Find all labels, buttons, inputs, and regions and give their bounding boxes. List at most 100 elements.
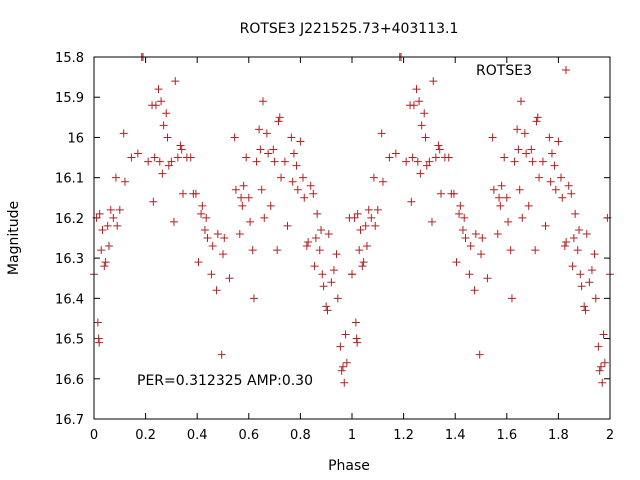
data-point	[352, 334, 361, 343]
data-point	[461, 234, 470, 242]
data-point	[127, 153, 136, 162]
data-point	[409, 101, 418, 110]
legend-plus-marker	[562, 66, 570, 74]
data-point	[219, 250, 227, 259]
data-point	[293, 185, 302, 194]
data-point	[528, 157, 537, 166]
data-point	[220, 234, 229, 242]
data-point	[98, 225, 107, 234]
data-point	[567, 189, 576, 198]
data-point	[269, 145, 278, 154]
data-point	[95, 209, 104, 218]
data-point	[212, 286, 221, 295]
data-point	[203, 234, 212, 242]
data-point	[244, 193, 253, 202]
data-point	[93, 318, 102, 327]
x-tick-label: 0.2	[135, 428, 156, 443]
data-point	[194, 258, 203, 267]
data-point	[149, 197, 158, 206]
data-point	[500, 153, 509, 162]
data-point	[420, 109, 429, 118]
data-point	[237, 193, 246, 202]
data-point	[355, 246, 364, 255]
data-point	[471, 229, 480, 238]
data-point	[274, 117, 283, 126]
data-point	[477, 250, 485, 259]
y-tick-label: 16.3	[55, 252, 84, 267]
data-point	[260, 213, 269, 222]
data-point	[342, 358, 351, 367]
data-point	[202, 213, 211, 222]
data-point	[225, 274, 234, 283]
data-point	[407, 197, 416, 206]
data-point	[591, 294, 600, 303]
data-point	[437, 189, 446, 198]
chart-title: ROTSE3 J221525.73+403113.1	[240, 21, 459, 37]
data-point	[167, 157, 176, 166]
data-point	[113, 221, 122, 230]
data-point	[507, 294, 516, 303]
data-points	[90, 53, 614, 387]
data-point	[545, 133, 554, 142]
x-tick-label: 0.4	[187, 428, 208, 443]
data-point	[319, 282, 328, 291]
data-point	[95, 338, 104, 347]
data-point	[109, 213, 118, 222]
data-point	[157, 97, 166, 106]
data-point	[155, 157, 164, 166]
data-point	[162, 109, 171, 118]
data-point	[154, 85, 163, 94]
data-point	[238, 201, 247, 210]
data-point	[571, 209, 580, 218]
y-tick-label: 16.2	[55, 212, 84, 227]
data-point	[288, 177, 297, 186]
data-point	[313, 209, 322, 218]
data-point	[522, 149, 531, 158]
data-point	[173, 153, 182, 162]
data-point	[377, 129, 386, 138]
data-point	[378, 177, 387, 186]
data-point	[217, 350, 226, 359]
data-point	[533, 113, 542, 122]
data-point	[444, 153, 453, 162]
data-point	[207, 270, 216, 279]
data-point	[315, 246, 324, 255]
data-point	[408, 153, 417, 162]
data-point	[177, 145, 186, 154]
data-point	[581, 306, 590, 315]
data-point	[340, 378, 349, 387]
data-point	[475, 350, 484, 359]
y-tick-label: 16.1	[55, 172, 84, 187]
data-point	[373, 205, 382, 214]
data-point	[103, 221, 112, 230]
data-point	[120, 177, 129, 186]
data-point	[179, 189, 188, 198]
data-point	[413, 157, 422, 166]
data-point	[518, 213, 527, 222]
data-point	[169, 217, 178, 226]
data-point	[171, 77, 180, 86]
data-point	[599, 330, 608, 339]
data-point	[488, 133, 497, 142]
axis-ticks: 0 0.2 0.4 0.6 0.8 1 1.2 1.4 1.6 1.8 2 15.8 15.9 16 16.…	[55, 51, 614, 443]
data-point	[332, 250, 341, 259]
data-point	[164, 161, 173, 170]
x-tick-label: 1.2	[393, 428, 414, 443]
data-point	[104, 242, 113, 251]
data-point	[323, 306, 332, 315]
y-tick-label: 16.4	[55, 292, 84, 307]
data-point	[496, 201, 505, 210]
data-point	[598, 378, 607, 387]
data-point	[150, 153, 159, 162]
data-point	[564, 181, 573, 190]
x-tick-label: 1.6	[496, 428, 517, 443]
data-point	[255, 125, 264, 134]
x-tick-label: 1.4	[445, 428, 466, 443]
data-point	[336, 342, 345, 351]
data-point	[547, 149, 556, 158]
data-point	[197, 209, 206, 218]
plot-frame	[93, 56, 611, 420]
data-point	[159, 121, 168, 130]
data-point	[516, 97, 525, 106]
data-point	[275, 113, 284, 122]
